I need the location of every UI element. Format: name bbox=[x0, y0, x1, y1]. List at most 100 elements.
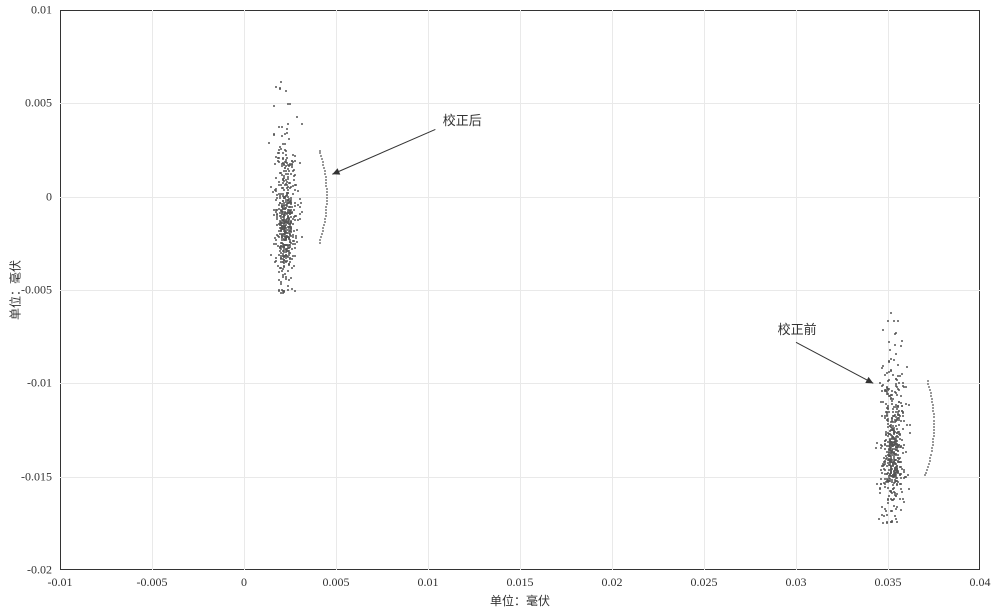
scatter-point bbox=[890, 468, 892, 470]
scatter-point bbox=[893, 359, 895, 361]
scatter-point bbox=[285, 201, 287, 203]
scatter-point bbox=[879, 382, 881, 384]
scatter-point bbox=[283, 238, 285, 240]
scatter-point bbox=[279, 146, 281, 148]
scatter-point bbox=[899, 446, 901, 448]
scatter-point bbox=[283, 170, 285, 172]
scatter-point bbox=[900, 488, 902, 490]
scatter-point bbox=[897, 364, 899, 366]
scatter-point bbox=[898, 410, 900, 412]
scatter-point bbox=[907, 474, 909, 476]
scatter-point bbox=[268, 142, 270, 144]
scatter-point bbox=[290, 186, 292, 188]
scatter-point bbox=[273, 105, 275, 107]
scatter-point bbox=[880, 469, 882, 471]
scatter-point bbox=[900, 509, 902, 511]
scatter-point bbox=[294, 243, 296, 245]
scatter-point bbox=[286, 128, 288, 130]
scatter-point bbox=[290, 277, 292, 279]
scatter-point bbox=[880, 478, 882, 480]
scatter-point bbox=[892, 462, 894, 464]
scatter-point bbox=[288, 182, 290, 184]
arc-point bbox=[925, 472, 927, 474]
arc-point bbox=[322, 161, 324, 163]
scatter-point bbox=[282, 143, 284, 145]
scatter-point bbox=[886, 465, 888, 467]
annotation-after: 校正后 bbox=[443, 110, 482, 129]
scatter-point bbox=[280, 281, 282, 283]
scatter-point bbox=[292, 170, 294, 172]
scatter-point bbox=[294, 219, 296, 221]
scatter-point bbox=[278, 290, 280, 292]
arc-point bbox=[931, 450, 933, 452]
arc-point bbox=[932, 438, 934, 440]
scatter-point bbox=[280, 283, 282, 285]
x-tick-label: 0.04 bbox=[970, 575, 991, 590]
scatter-point bbox=[895, 392, 897, 394]
scatter-point bbox=[284, 255, 286, 257]
scatter-point bbox=[900, 477, 902, 479]
scatter-point bbox=[886, 480, 888, 482]
scatter-point bbox=[287, 226, 289, 228]
scatter-point bbox=[285, 236, 287, 238]
scatter-point bbox=[287, 285, 289, 287]
arc-point bbox=[326, 203, 328, 205]
scatter-point bbox=[909, 424, 911, 426]
scatter-point bbox=[908, 404, 910, 406]
arc-point bbox=[933, 416, 935, 418]
scatter-point bbox=[282, 182, 284, 184]
scatter-point bbox=[282, 246, 284, 248]
scatter-point bbox=[892, 408, 894, 410]
scatter-point bbox=[288, 138, 290, 140]
scatter-point bbox=[276, 216, 278, 218]
scatter-point bbox=[301, 123, 303, 125]
scatter-point bbox=[275, 239, 277, 241]
scatter-point bbox=[883, 464, 885, 466]
scatter-point bbox=[287, 199, 289, 201]
arc-point bbox=[931, 398, 933, 400]
scatter-point bbox=[276, 213, 278, 215]
chart-container: 单位：毫伏 单位：毫伏 -0.01-0.00500.0050.010.0150.… bbox=[0, 0, 1000, 611]
scatter-point bbox=[876, 483, 878, 485]
scatter-point bbox=[275, 257, 277, 259]
scatter-point bbox=[891, 403, 893, 405]
x-axis-label: 单位：毫伏 bbox=[490, 592, 550, 609]
scatter-point bbox=[903, 469, 905, 471]
scatter-point bbox=[276, 218, 278, 220]
arc-point bbox=[932, 404, 934, 406]
scatter-point bbox=[887, 502, 889, 504]
x-tick-label: 0 bbox=[241, 575, 247, 590]
arc-point bbox=[319, 150, 321, 152]
scatter-point bbox=[893, 438, 895, 440]
scatter-point bbox=[282, 195, 284, 197]
scatter-point bbox=[294, 189, 296, 191]
scatter-point bbox=[892, 499, 894, 501]
arc-point bbox=[325, 212, 327, 214]
scatter-point bbox=[287, 289, 289, 291]
arc-point bbox=[931, 447, 933, 449]
arc-point bbox=[322, 164, 324, 166]
scatter-point bbox=[895, 453, 897, 455]
scatter-point bbox=[279, 88, 281, 90]
scatter-point bbox=[291, 267, 293, 269]
scatter-point bbox=[887, 426, 889, 428]
arc-point bbox=[325, 209, 327, 211]
scatter-point bbox=[899, 461, 901, 463]
scatter-point bbox=[291, 160, 293, 162]
scatter-point bbox=[884, 389, 886, 391]
scatter-point bbox=[899, 375, 901, 377]
scatter-point bbox=[900, 420, 902, 422]
scatter-point bbox=[289, 182, 291, 184]
scatter-point bbox=[896, 521, 898, 523]
scatter-point bbox=[280, 81, 282, 83]
scatter-point bbox=[275, 190, 277, 192]
x-tick-label: 0.01 bbox=[418, 575, 439, 590]
arc-point bbox=[325, 206, 327, 208]
scatter-point bbox=[887, 405, 889, 407]
scatter-point bbox=[903, 420, 905, 422]
scatter-point bbox=[888, 411, 890, 413]
arc-point bbox=[324, 173, 326, 175]
scatter-point bbox=[898, 382, 900, 384]
scatter-point bbox=[285, 276, 287, 278]
arc-point bbox=[319, 239, 321, 241]
